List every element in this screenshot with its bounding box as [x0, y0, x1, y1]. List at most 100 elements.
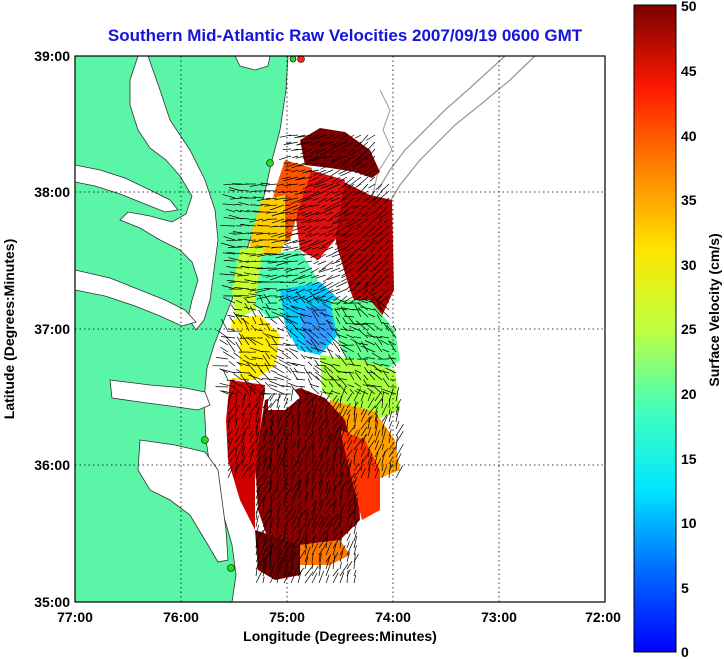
current-vector — [305, 288, 313, 292]
x-tick-label: 77:00 — [57, 609, 93, 625]
current-vector — [246, 210, 257, 213]
current-vector — [372, 274, 383, 286]
current-vector — [297, 548, 301, 556]
current-vector — [315, 253, 327, 261]
current-vector — [258, 309, 264, 318]
current-vector — [344, 162, 355, 169]
current-vector — [289, 211, 299, 215]
current-vector — [367, 218, 376, 227]
current-vector — [244, 272, 257, 276]
current-vector — [348, 148, 355, 154]
current-vector — [388, 457, 393, 465]
current-vector — [276, 470, 278, 479]
current-vector — [296, 378, 306, 381]
current-vector — [227, 436, 231, 444]
current-vector — [226, 251, 243, 255]
current-vector — [313, 169, 327, 176]
current-vector — [346, 458, 350, 465]
current-vector — [298, 331, 306, 339]
current-vector — [374, 368, 390, 374]
current-vector — [262, 546, 269, 556]
current-vector — [381, 464, 384, 472]
current-vector — [222, 390, 236, 395]
lat-lon-grid — [75, 56, 605, 602]
current-vector — [347, 288, 355, 293]
current-vector — [271, 218, 285, 224]
current-vector — [290, 479, 300, 493]
current-vector — [331, 260, 341, 265]
current-vector — [318, 414, 323, 423]
current-vector — [283, 469, 286, 479]
current-vector — [276, 416, 280, 423]
current-vector — [358, 267, 369, 276]
current-vector — [269, 274, 285, 281]
current-vector — [268, 260, 285, 264]
current-vector — [297, 510, 306, 521]
current-vector — [374, 414, 378, 430]
current-vector — [329, 288, 341, 293]
current-vector — [348, 356, 355, 367]
current-vector — [296, 211, 306, 216]
current-vector — [310, 347, 327, 353]
current-vector — [255, 529, 264, 542]
current-vector — [361, 239, 369, 247]
current-vector — [279, 296, 285, 304]
current-vector — [325, 514, 330, 521]
current-vector — [290, 451, 295, 458]
current-vector — [283, 398, 289, 409]
current-vector — [276, 548, 282, 556]
current-vector — [367, 405, 376, 416]
current-vector — [325, 232, 334, 237]
colorbar-tick-label: 15 — [681, 451, 697, 467]
current-vector — [367, 457, 373, 472]
current-vector — [262, 430, 267, 437]
current-vector — [226, 239, 243, 242]
current-vector — [278, 307, 285, 311]
current-vector — [327, 225, 341, 233]
current-vector — [367, 426, 372, 437]
current-vector — [315, 218, 327, 222]
current-vector — [226, 266, 236, 269]
current-vector — [339, 493, 343, 507]
current-vector — [353, 492, 356, 507]
current-vector — [318, 543, 327, 556]
current-vector — [339, 471, 343, 479]
current-vector — [308, 371, 320, 381]
current-vector — [276, 508, 281, 521]
current-vector — [349, 148, 362, 157]
current-vector — [336, 333, 348, 339]
current-vector — [276, 453, 282, 465]
station-marker — [266, 159, 274, 167]
current-vector — [383, 253, 390, 262]
current-vector — [382, 370, 390, 381]
current-vector — [353, 455, 356, 465]
current-vector — [382, 349, 390, 353]
current-vector — [318, 470, 322, 479]
current-vector — [317, 141, 327, 147]
current-vector — [367, 390, 373, 402]
current-vector — [277, 239, 292, 242]
current-vector — [374, 420, 379, 437]
current-vector — [281, 246, 292, 248]
current-vector — [227, 446, 236, 458]
current-vector — [359, 260, 369, 269]
current-vector — [262, 418, 266, 430]
current-vector — [249, 218, 257, 221]
current-vector — [297, 400, 300, 416]
current-vector — [276, 415, 282, 430]
current-vector — [354, 304, 362, 318]
current-vector — [339, 528, 344, 535]
current-vector — [255, 572, 262, 584]
current-vector — [304, 464, 308, 472]
current-vector — [283, 197, 299, 202]
current-vector — [383, 267, 390, 274]
current-vector — [290, 492, 297, 507]
current-vector — [283, 554, 287, 563]
current-vector — [276, 348, 285, 353]
current-vector — [334, 309, 341, 318]
current-vector — [269, 380, 285, 388]
current-vector — [278, 232, 292, 238]
current-vector — [290, 305, 306, 311]
current-vector — [356, 218, 369, 227]
current-vector — [289, 348, 299, 353]
